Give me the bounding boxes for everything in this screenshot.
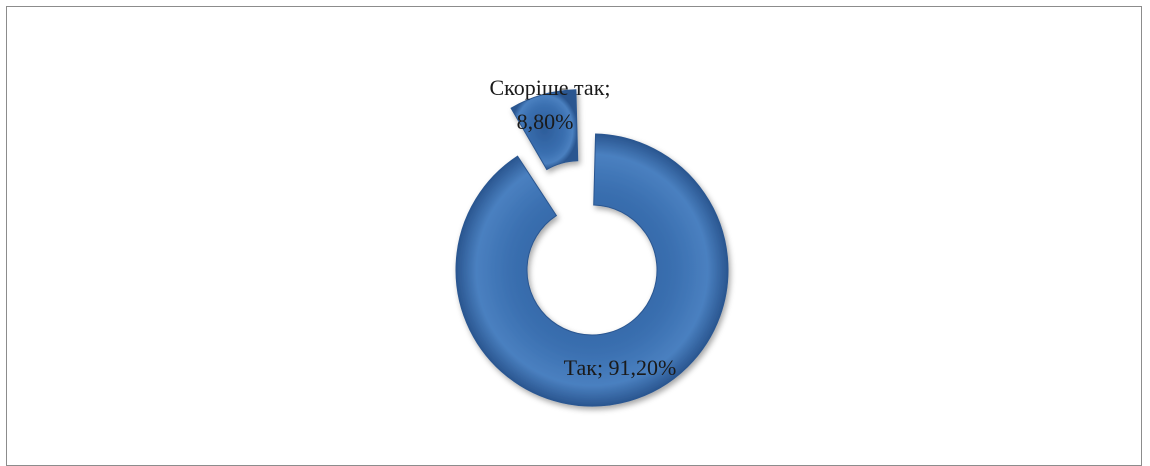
data-label-tak: Так; 91,20% bbox=[564, 355, 677, 380]
donut-chart: Скоріше так; 8,80% Так; 91,20% bbox=[455, 75, 729, 407]
slices-group bbox=[455, 89, 729, 407]
labels-group: Скоріше так; 8,80% Так; 91,20% bbox=[489, 75, 676, 380]
data-label-skorishe-tak-value: 8,80% bbox=[517, 109, 574, 134]
slice-skorishe-tak bbox=[510, 89, 579, 171]
slice-tak bbox=[455, 133, 729, 407]
data-label-skorishe-tak-name: Скоріше так; bbox=[489, 75, 610, 100]
